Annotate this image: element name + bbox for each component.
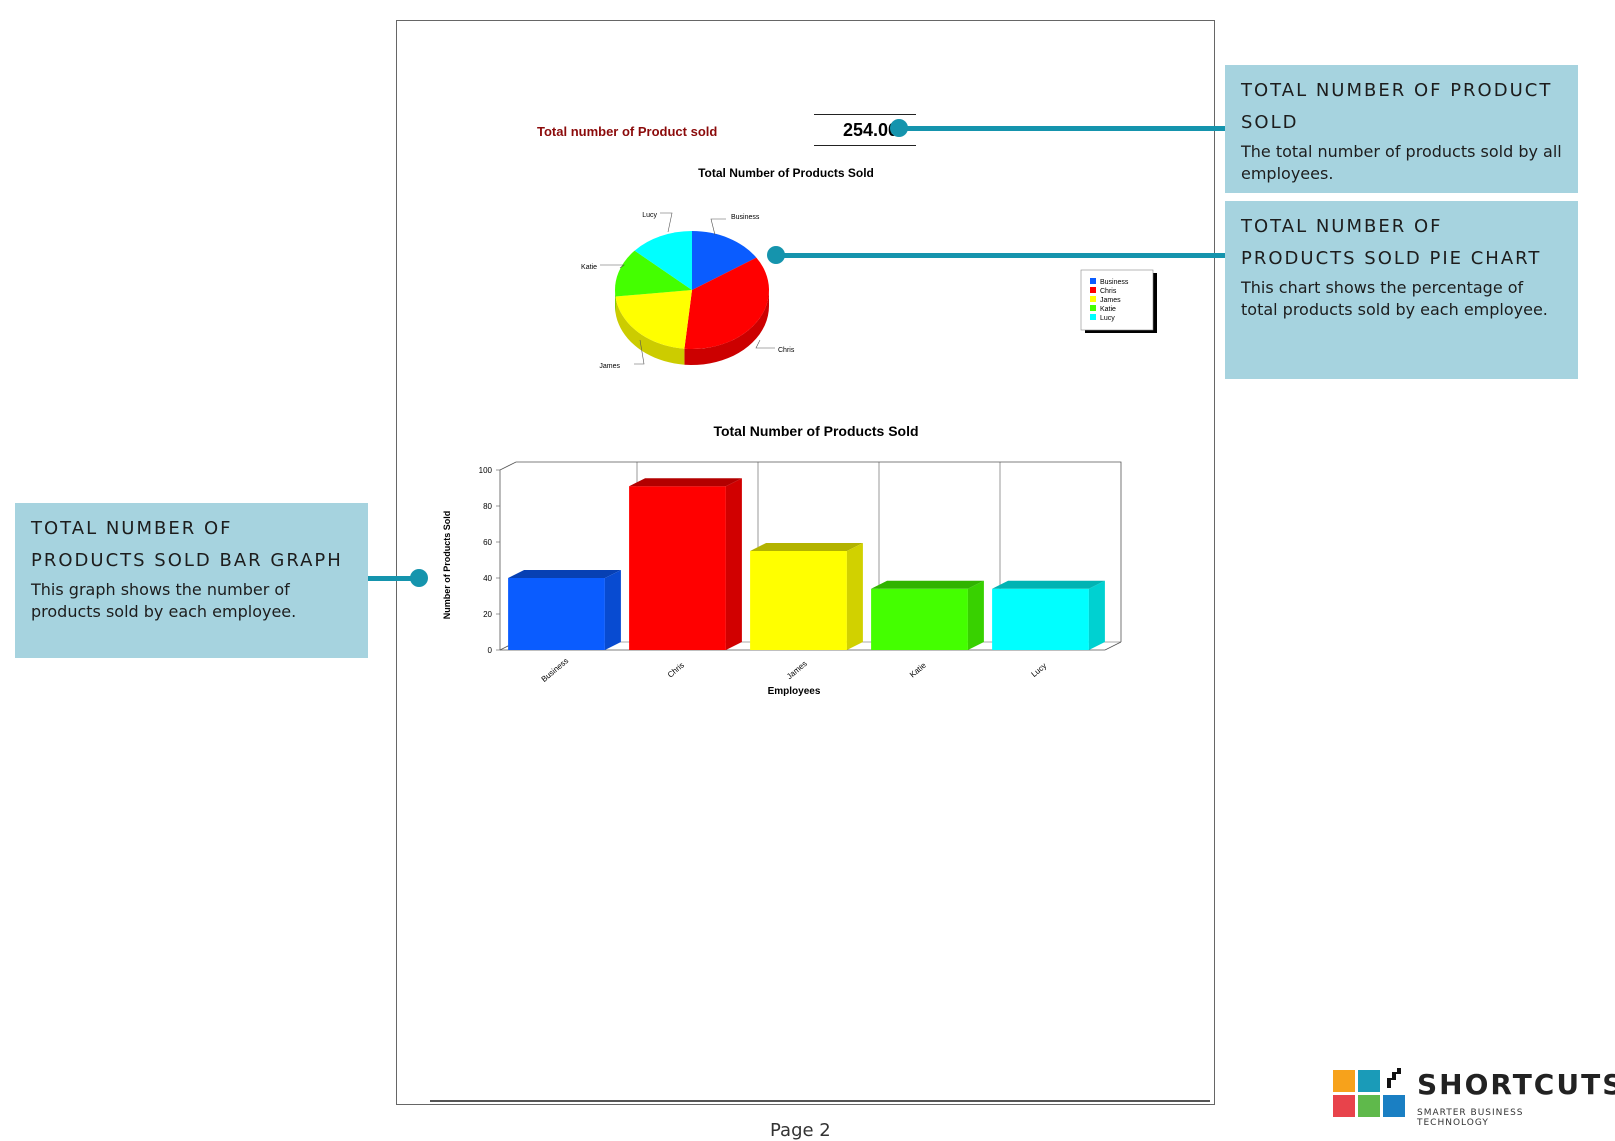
callout-pie-chart: TOTAL NUMBER OF PRODUCTS SOLD PIE CHART … xyxy=(1225,201,1578,379)
shortcuts-logo: SHORTCUTS SMARTER BUSINESS TECHNOLOGY xyxy=(1333,1070,1593,1125)
logo-name: SHORTCUTS xyxy=(1417,1068,1615,1101)
pie-label-lucy: Lucy xyxy=(642,212,657,219)
bar-xlabel: Employees xyxy=(768,686,821,697)
bar-top-katie xyxy=(871,581,984,589)
pie-legend-label-business: Business xyxy=(1100,279,1129,286)
callout-pie-chart-title: TOTAL NUMBER OF PRODUCTS SOLD PIE CHART xyxy=(1241,211,1562,275)
callout-bar-graph-title: TOTAL NUMBER OF PRODUCTS SOLD BAR GRAPH xyxy=(31,513,352,577)
bar-side-chris xyxy=(726,478,742,650)
bar-side-lucy xyxy=(1089,581,1105,650)
pie-legend-label-james: James xyxy=(1100,297,1121,304)
bar-top-lucy xyxy=(992,581,1105,589)
bar-ytick-label: 20 xyxy=(483,610,492,619)
connector-line-pie xyxy=(780,253,1225,258)
bar-ytick-label: 100 xyxy=(479,466,493,475)
pie-legend-swatch-chris xyxy=(1090,287,1096,293)
callout-product-sold-title: TOTAL NUMBER OF PRODUCT SOLD xyxy=(1241,75,1562,139)
bar-ytick-label: 0 xyxy=(488,646,493,655)
bar-ytick-label: 80 xyxy=(483,502,492,511)
callout-pie-chart-body: This chart shows the percentage of total… xyxy=(1241,277,1562,321)
callout-product-sold: TOTAL NUMBER OF PRODUCT SOLD The total n… xyxy=(1225,65,1578,193)
bar-james xyxy=(750,551,847,650)
bar-side-katie xyxy=(968,581,984,650)
connector-dot-product-sold xyxy=(890,119,908,137)
pie-leader-katie xyxy=(600,265,624,268)
logo-square-teal xyxy=(1358,1070,1380,1092)
bar-ytick-label: 40 xyxy=(483,574,492,583)
connector-dot-bar xyxy=(410,569,428,587)
connector-dot-pie xyxy=(767,246,785,264)
pie-label-james: James xyxy=(599,363,620,370)
bar-title: Total Number of Products Sold xyxy=(713,423,918,439)
pie-legend-swatch-katie xyxy=(1090,305,1096,311)
bar-side-business xyxy=(605,570,621,650)
footer-rule xyxy=(430,1100,1210,1102)
bar-top-chris xyxy=(629,478,742,486)
bar-xtick-label-katie: Katie xyxy=(908,660,928,679)
pie-legend-label-katie: Katie xyxy=(1100,306,1116,313)
page-number: Page 2 xyxy=(770,1120,831,1141)
bar-chris xyxy=(629,486,726,650)
bar-katie xyxy=(871,589,968,650)
pie-legend-label-chris: Chris xyxy=(1100,288,1117,295)
callout-bar-graph-body: This graph shows the number of products … xyxy=(31,579,352,623)
bar-top-business xyxy=(508,570,621,578)
pie-leader-chris xyxy=(756,340,775,348)
bar-xtick-label-james: James xyxy=(785,659,809,681)
bar-lucy xyxy=(992,589,1089,650)
logo-tagline: SMARTER BUSINESS TECHNOLOGY xyxy=(1417,1108,1593,1128)
pie-legend-swatch-lucy xyxy=(1090,314,1096,320)
bar-baseline-depth xyxy=(1105,642,1121,650)
pie-legend-label-lucy: Lucy xyxy=(1100,315,1115,322)
pie-slice-james xyxy=(615,290,692,349)
logo-cursor-icon xyxy=(1383,1068,1405,1090)
pie-leader-lucy xyxy=(660,213,672,232)
pie-label-chris: Chris xyxy=(778,347,795,354)
callout-product-sold-body: The total number of products sold by all… xyxy=(1241,141,1562,185)
logo-square-red xyxy=(1333,1095,1355,1117)
pie-leader-business xyxy=(711,219,726,235)
bar-ylabel: Number of Products Sold xyxy=(442,511,452,620)
logo-square-blue xyxy=(1383,1095,1405,1117)
connector-line-product-sold xyxy=(900,126,1225,131)
bar-xtick-label-chris: Chris xyxy=(666,661,686,680)
bar-xtick-label-business: Business xyxy=(540,656,571,684)
bar-business xyxy=(508,578,605,650)
pie-legend-swatch-james xyxy=(1090,296,1096,302)
logo-square-orange xyxy=(1333,1070,1355,1092)
bar-xtick-label-lucy: Lucy xyxy=(1030,661,1049,679)
pie-label-business: Business xyxy=(731,214,760,221)
logo-square-green xyxy=(1358,1095,1380,1117)
pie-legend-swatch-business xyxy=(1090,278,1096,284)
bar-ytick-label: 60 xyxy=(483,538,492,547)
callout-bar-graph: TOTAL NUMBER OF PRODUCTS SOLD BAR GRAPH … xyxy=(15,503,368,658)
pie-title: Total Number of Products Sold xyxy=(698,166,874,180)
bar-side-james xyxy=(847,543,863,650)
pie-label-katie: Katie xyxy=(581,264,597,271)
bar-top-james xyxy=(750,543,863,551)
